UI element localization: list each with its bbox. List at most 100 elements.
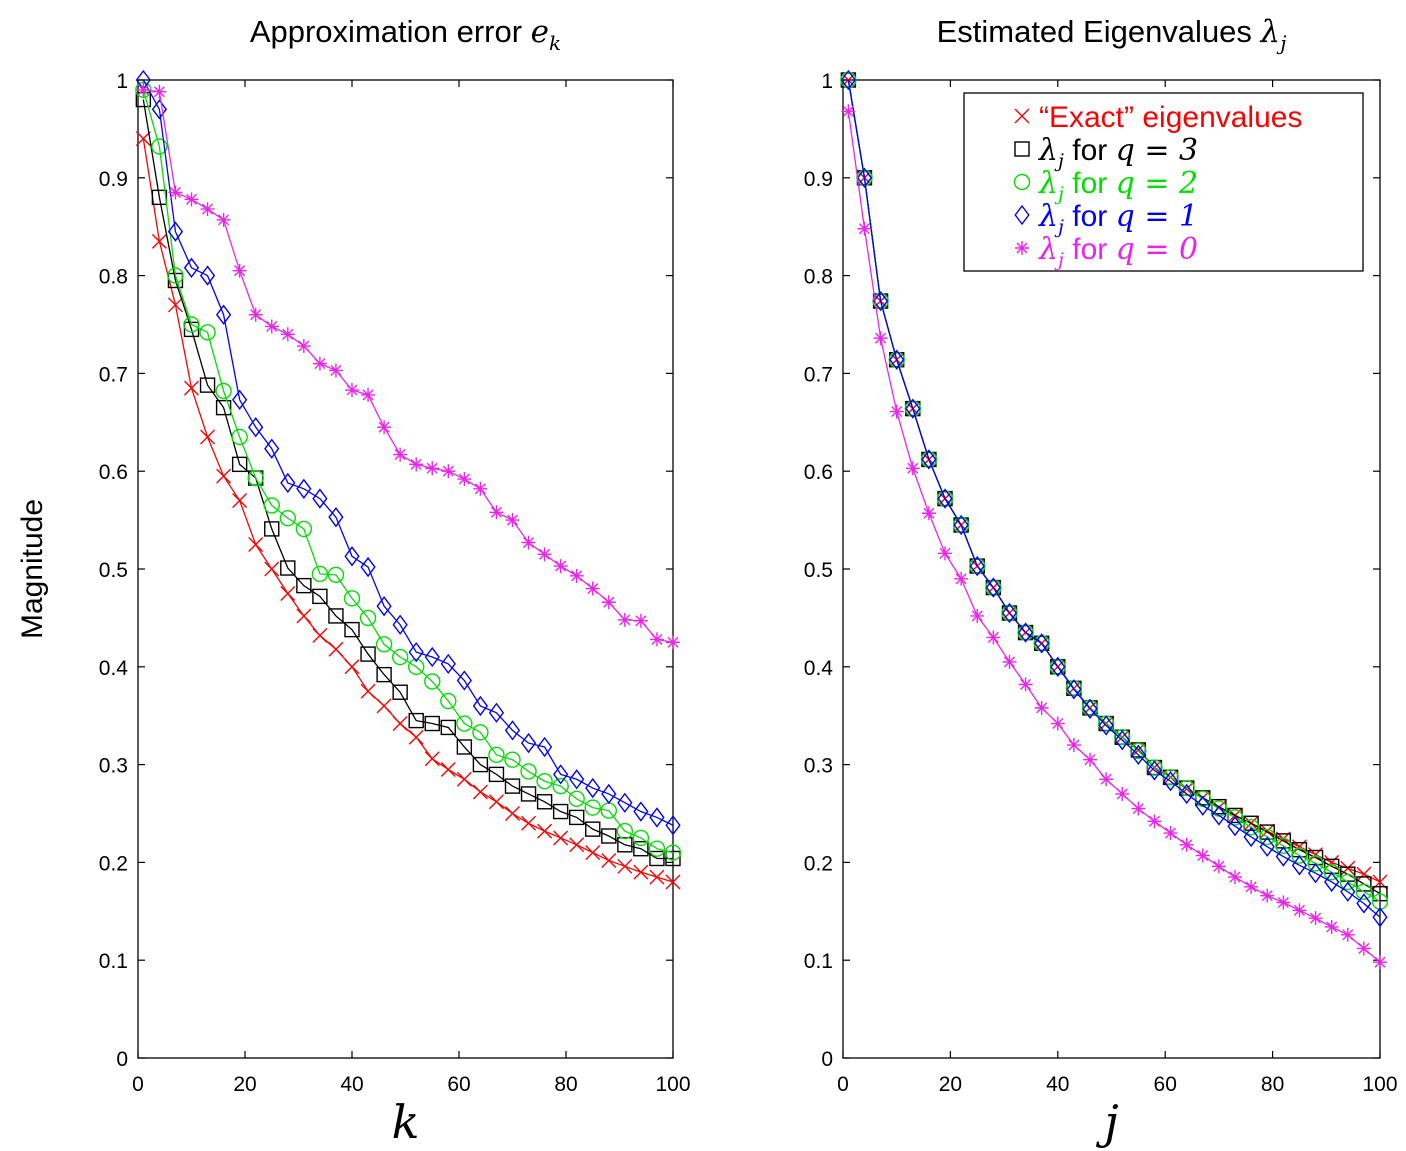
data-point-q1 bbox=[1243, 826, 1259, 848]
data-point-q0 bbox=[184, 192, 199, 207]
data-point-q0 bbox=[1324, 919, 1339, 934]
data-point-q0 bbox=[280, 327, 295, 342]
data-point-q3 bbox=[231, 456, 248, 473]
data-point-q3 bbox=[215, 399, 232, 416]
data-point-q0 bbox=[921, 506, 936, 521]
data-point-q3 bbox=[536, 794, 553, 810]
data-point-q0 bbox=[857, 221, 872, 236]
chart-title: Estimated Eigenvalues λj bbox=[937, 14, 1287, 55]
data-point-q0 bbox=[666, 635, 680, 650]
data-point-q2 bbox=[151, 138, 168, 155]
data-point-q0 bbox=[168, 185, 183, 200]
data-point-q0 bbox=[489, 505, 504, 520]
data-point-q1 bbox=[1130, 744, 1146, 765]
data-point-q0 bbox=[841, 104, 856, 119]
data-point-q3 bbox=[344, 621, 360, 638]
y-tick-label: 0.8 bbox=[804, 266, 833, 289]
data-point-q3 bbox=[601, 828, 617, 844]
legend-marker-q1 bbox=[1014, 204, 1030, 226]
data-point-q2 bbox=[488, 746, 505, 764]
data-point-q0 bbox=[1147, 814, 1162, 829]
data-point-exact bbox=[167, 297, 183, 313]
data-point-q0 bbox=[1083, 752, 1098, 767]
data-point-q3 bbox=[360, 646, 376, 662]
series-q3 bbox=[135, 91, 681, 867]
data-point-q0 bbox=[617, 612, 632, 627]
data-point-q1 bbox=[376, 595, 392, 617]
data-point-q2 bbox=[648, 840, 666, 857]
data-point-q1 bbox=[328, 506, 344, 528]
data-point-q3 bbox=[472, 756, 489, 773]
y-tick-label: 0.2 bbox=[99, 852, 128, 875]
data-point-q1 bbox=[456, 670, 472, 691]
data-point-q0 bbox=[505, 513, 520, 528]
data-point-exact bbox=[585, 845, 601, 861]
data-point-exact bbox=[488, 794, 504, 810]
data-point-exact bbox=[424, 751, 440, 767]
data-point-q3 bbox=[408, 712, 424, 729]
data-point-exact bbox=[1259, 823, 1275, 839]
data-point-q2 bbox=[1146, 759, 1163, 776]
data-point-q1 bbox=[905, 398, 921, 419]
data-point-q0 bbox=[569, 568, 584, 583]
plot-frame bbox=[137, 79, 674, 1059]
data-point-q2 bbox=[183, 316, 200, 333]
data-point-q0 bbox=[1228, 870, 1243, 885]
data-point-q2 bbox=[1162, 769, 1179, 786]
data-point-q0 bbox=[1373, 955, 1387, 970]
data-point-exact bbox=[264, 561, 280, 577]
data-point-q2 bbox=[231, 428, 248, 446]
series-line-q1 bbox=[847, 79, 1381, 918]
data-point-q3 bbox=[392, 684, 408, 700]
data-point-q3 bbox=[520, 786, 537, 802]
data-point-q2 bbox=[1226, 809, 1244, 826]
data-point-q2 bbox=[263, 497, 280, 514]
data-point-q1 bbox=[601, 783, 617, 805]
data-point-q0 bbox=[1050, 716, 1065, 731]
data-point-q1 bbox=[408, 641, 424, 663]
data-point-exact bbox=[521, 815, 537, 831]
data-point-q3 bbox=[424, 715, 440, 732]
data-point-q2 bbox=[343, 590, 361, 607]
data-point-q0 bbox=[473, 481, 488, 496]
data-point-q0 bbox=[633, 613, 648, 628]
series-q1 bbox=[135, 69, 681, 836]
data-point-q3 bbox=[1340, 866, 1356, 882]
data-point-q0 bbox=[1356, 941, 1371, 956]
data-point-q0 bbox=[136, 82, 151, 97]
data-point-q2 bbox=[1307, 855, 1324, 872]
data-point-q0 bbox=[1292, 903, 1307, 918]
data-point-q3 bbox=[183, 321, 200, 338]
data-point-q2 bbox=[199, 324, 216, 341]
y-tick-label: 0.6 bbox=[804, 461, 833, 484]
data-point-exact bbox=[601, 852, 617, 868]
data-point-q1 bbox=[1259, 836, 1275, 857]
x-tick-label: 0 bbox=[837, 1073, 849, 1096]
data-point-q0 bbox=[1211, 859, 1226, 874]
data-point-q1 bbox=[1275, 846, 1291, 867]
data-point-exact bbox=[376, 698, 392, 714]
data-point-q3 bbox=[264, 521, 280, 537]
data-point-q1 bbox=[392, 614, 408, 635]
series-q2 bbox=[135, 81, 682, 861]
series-line-q1 bbox=[142, 79, 674, 826]
data-point-q1 bbox=[1162, 771, 1179, 792]
data-point-exact bbox=[408, 729, 424, 745]
data-point-q1 bbox=[183, 257, 200, 278]
data-point-q2 bbox=[568, 790, 585, 808]
data-point-q3 bbox=[199, 377, 216, 393]
data-point-q0 bbox=[1195, 848, 1210, 863]
data-point-q1 bbox=[1340, 881, 1356, 902]
data-point-q0 bbox=[1099, 772, 1114, 787]
data-point-q2 bbox=[167, 267, 184, 284]
data-point-q2 bbox=[247, 469, 264, 487]
data-point-q1 bbox=[264, 438, 280, 459]
data-point-exact bbox=[200, 429, 216, 445]
data-point-q1 bbox=[665, 815, 681, 836]
data-point-q0 bbox=[537, 547, 552, 562]
x-tick-label: 60 bbox=[1154, 1073, 1177, 1096]
series-line-q0 bbox=[143, 89, 674, 643]
x-tick-label: 60 bbox=[447, 1073, 470, 1096]
data-point-q2 bbox=[552, 777, 569, 795]
